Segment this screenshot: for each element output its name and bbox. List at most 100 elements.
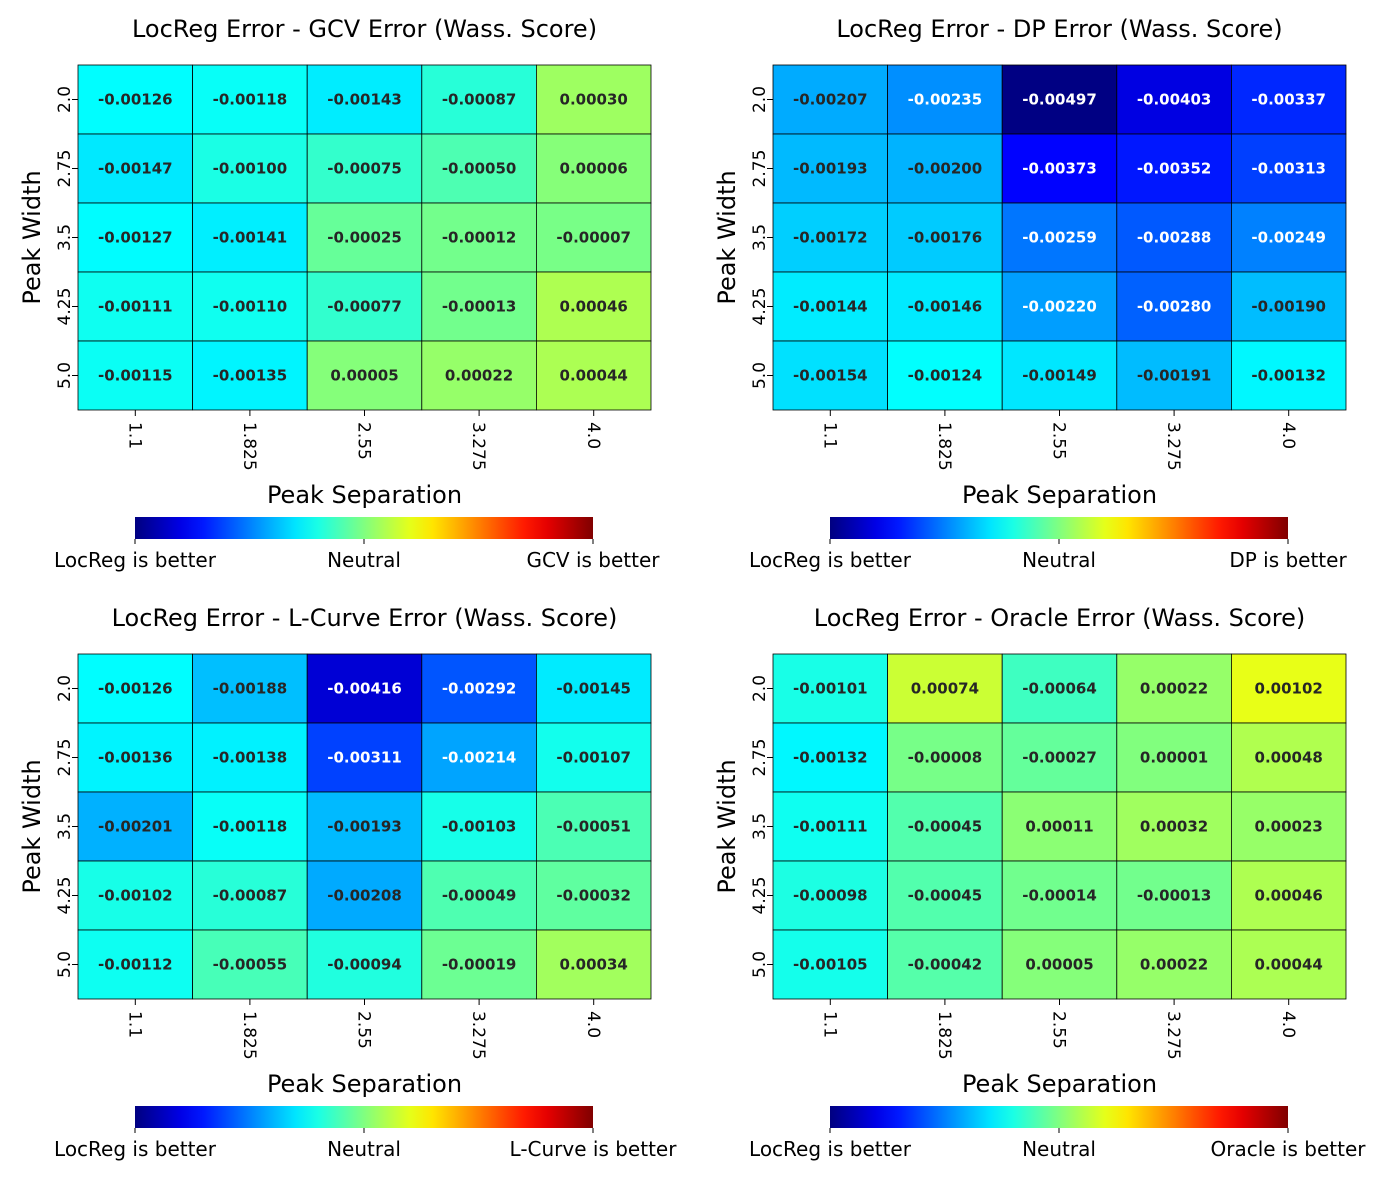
heatmap-cell: [192, 929, 308, 1000]
cell-value-label: -0.00497: [1022, 91, 1097, 109]
heatmap-panel-1: LocReg Error - GCV Error (Wass. Score) -0…: [18, 15, 660, 572]
heatmap-cell: [772, 929, 888, 1000]
cell-value-label: -0.00100: [213, 160, 288, 178]
colorbar: [135, 1106, 593, 1128]
heatmap-cell: [772, 202, 888, 273]
cell-value-label: -0.00111: [793, 818, 868, 836]
heatmap-cell: [306, 722, 423, 793]
x-tick-label: 3.275: [468, 422, 488, 471]
y-tick-label: 2.75: [55, 150, 75, 188]
cell-value-label: -0.00193: [793, 160, 868, 178]
y-tick-label: 2.0: [55, 675, 75, 702]
heatmap-cell: [1001, 271, 1118, 342]
cell-value-label: -0.00200: [908, 160, 983, 178]
cell-value-label: -0.00107: [556, 749, 631, 767]
heatmap-cell: [1116, 133, 1232, 204]
colorbar-label: LocReg is better: [54, 548, 217, 572]
cell-value-label: -0.00105: [793, 956, 868, 974]
cell-value-label: 0.00034: [560, 956, 628, 974]
x-tick-label: 4.0: [583, 422, 603, 449]
heatmap-cell: [1116, 202, 1232, 273]
cell-value-label: -0.00288: [1137, 229, 1212, 247]
x-tick-label: 4.0: [1278, 1011, 1298, 1038]
x-tick-label: 2.55: [1049, 422, 1069, 460]
heatmap-cell: [421, 791, 537, 862]
heatmap-panel-2: LocReg Error - DP Error (Wass. Score) -0.…: [713, 15, 1347, 572]
cell-value-label: -0.00190: [1251, 298, 1326, 316]
cell-value-label: -0.00094: [327, 956, 402, 974]
y-tick-label: 3.5: [750, 813, 770, 840]
cell-value-label: -0.00154: [793, 367, 868, 385]
cell-value-label: -0.00115: [98, 367, 173, 385]
cell-value-label: -0.00098: [793, 887, 868, 905]
cell-value-label: -0.00280: [1137, 298, 1212, 316]
heatmap-cell: [1231, 64, 1347, 135]
heatmap-cell: [77, 340, 193, 411]
colorbar: [135, 517, 593, 539]
heatmap-cell: [1231, 722, 1347, 793]
x-tick-label: 2.55: [354, 422, 374, 460]
y-tick-label: 2.0: [750, 675, 770, 702]
heatmap-cell: [192, 271, 308, 342]
cell-value-label: -0.00087: [442, 91, 517, 109]
chart-title: LocReg Error - DP Error (Wass. Score): [836, 15, 1282, 43]
cell-value-label: -0.00146: [908, 298, 983, 316]
heatmap-cell: [306, 929, 423, 1000]
cell-value-label: -0.00124: [908, 367, 983, 385]
cell-value-label: 0.00022: [1140, 956, 1208, 974]
cell-value-label: -0.00012: [442, 229, 517, 247]
cell-value-label: -0.00007: [556, 229, 631, 247]
cell-value-label: -0.00193: [327, 818, 402, 836]
cell-value-label: 0.00046: [560, 298, 628, 316]
x-axis-label: Peak Separation: [962, 481, 1157, 509]
cell-value-label: -0.00008: [908, 749, 983, 767]
cell-value-label: -0.00118: [213, 91, 288, 109]
heatmap-cell: [887, 271, 1003, 342]
heatmap-cell: [536, 133, 652, 204]
heatmap-cell: [887, 722, 1003, 793]
x-tick-label: 1.1: [819, 1011, 839, 1038]
colorbar: [830, 1106, 1288, 1128]
colorbar-label: Oracle is better: [1211, 1137, 1367, 1161]
y-tick-label: 3.5: [750, 224, 770, 251]
cell-value-label: -0.00135: [213, 367, 288, 385]
heatmap-cell: [887, 133, 1003, 204]
cell-value-label: -0.00103: [442, 818, 517, 836]
cell-value-label: -0.00220: [1022, 298, 1097, 316]
heatmap-cell: [306, 64, 423, 135]
heatmap-cell: [887, 791, 1003, 862]
y-axis-label: Peak Width: [18, 759, 46, 893]
heatmap-cell: [306, 202, 423, 273]
cell-value-label: -0.00147: [98, 160, 173, 178]
cell-value-label: 0.00001: [1140, 749, 1208, 767]
x-tick-label: 4.0: [1278, 422, 1298, 449]
heatmap-cell: [1116, 860, 1232, 931]
cell-value-label: -0.00126: [98, 91, 173, 109]
heatmap-cell: [536, 340, 652, 411]
heatmap-cell: [192, 202, 308, 273]
heatmap-cell: [1001, 929, 1118, 1000]
cell-value-label: 0.00044: [560, 367, 628, 385]
heatmap-cell: [192, 64, 308, 135]
heatmap-cell: [1001, 64, 1118, 135]
heatmap-cell: [1116, 791, 1232, 862]
x-tick-label: 3.275: [1163, 422, 1183, 471]
cell-value-label: -0.00102: [98, 887, 173, 905]
heatmap-cell: [536, 653, 652, 724]
cell-value-label: -0.00141: [213, 229, 288, 247]
heatmap-cell: [772, 340, 888, 411]
x-axis-label: Peak Separation: [267, 1070, 462, 1098]
heatmap-cell: [77, 791, 193, 862]
cell-value-label: -0.00191: [1137, 367, 1212, 385]
chart-title: LocReg Error - L-Curve Error (Wass. Scor…: [112, 604, 618, 632]
colorbar-label: Neutral: [1022, 1137, 1096, 1161]
cell-value-label: 0.00022: [1140, 680, 1208, 698]
heatmap-cell: [1116, 653, 1232, 724]
heatmap-cell: [772, 653, 888, 724]
y-tick-label: 4.25: [750, 877, 770, 915]
colorbar-label: Neutral: [1022, 548, 1096, 572]
cell-value-label: -0.00188: [213, 680, 288, 698]
x-tick-label: 1.825: [239, 1011, 259, 1060]
x-tick-label: 1.825: [934, 422, 954, 471]
